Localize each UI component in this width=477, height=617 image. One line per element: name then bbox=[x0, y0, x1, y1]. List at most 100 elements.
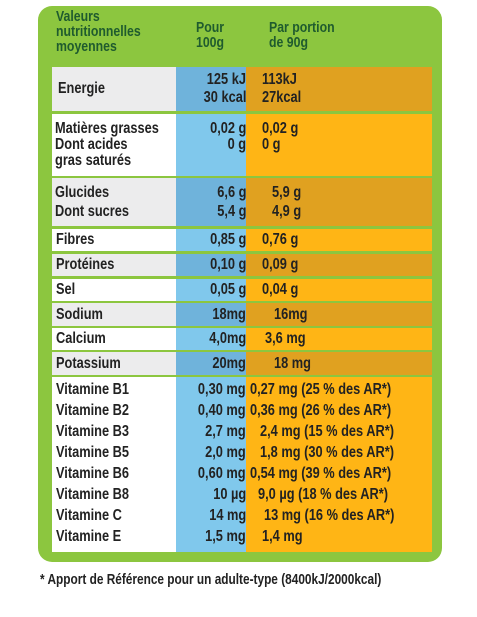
cell-name bbox=[52, 328, 176, 350]
vitamin-name: Vitamine B8 bbox=[56, 486, 130, 503]
value-portion: 0,02 g bbox=[262, 120, 299, 137]
cell-name bbox=[52, 229, 176, 251]
vitamin-portion: 9,0 µg (18 % des AR*) bbox=[258, 486, 388, 503]
cell-per100 bbox=[176, 114, 246, 176]
value-portion: 0,76 g bbox=[262, 231, 299, 248]
vitamin-portion: 1,4 mg bbox=[262, 528, 303, 545]
row-potassium: Potassium 20mg 18 mg bbox=[52, 352, 432, 375]
value-per100: 5,4 g bbox=[216, 203, 246, 220]
value-per100: 0,02 g bbox=[209, 120, 246, 137]
row-matieres-grasses: Matières grasses Dont acides gras saturé… bbox=[52, 114, 432, 176]
value-per100: 0,85 g bbox=[209, 231, 246, 248]
header-col-portion-line: Par portion bbox=[269, 19, 335, 36]
cell-per100 bbox=[176, 279, 246, 301]
vitamin-per100: 2,7 mg bbox=[205, 423, 246, 440]
vitamin-name: Vitamine B6 bbox=[56, 465, 130, 482]
cell-name bbox=[52, 352, 176, 375]
value-portion: 4,9 g bbox=[272, 203, 302, 220]
cell-name bbox=[52, 303, 176, 326]
row-fibres: Fibres 0,85 g 0,76 g bbox=[52, 229, 432, 251]
cell-per100 bbox=[176, 328, 246, 350]
vitamin-per100: 1,5 mg bbox=[205, 528, 246, 545]
header-col-100g: Pour 100g bbox=[196, 20, 224, 50]
vitamin-per100: 0,60 mg bbox=[198, 465, 246, 482]
vitamin-portion: 0,27 mg (25 % des AR*) bbox=[250, 381, 392, 398]
row-energie: Energie 125 kJ 30 kcal 113kJ 27kcal bbox=[52, 67, 432, 111]
value-per100: 30 kcal bbox=[203, 89, 246, 106]
cell-name bbox=[52, 114, 176, 176]
value-per100: 20mg bbox=[212, 355, 246, 372]
vitamin-per100: 0,40 mg bbox=[198, 402, 246, 419]
cell-per100 bbox=[176, 352, 246, 375]
header-col-name-line: nutritionnelles bbox=[56, 23, 141, 40]
cell-portion bbox=[246, 279, 432, 301]
cell-per100 bbox=[176, 303, 246, 326]
vitamin-name: Vitamine B1 bbox=[56, 381, 130, 398]
cell-name bbox=[52, 279, 176, 301]
vitamin-name: Vitamine C bbox=[56, 507, 122, 524]
cell-portion bbox=[246, 328, 432, 350]
cell-portion bbox=[246, 352, 432, 375]
vitamin-name: Vitamine B2 bbox=[56, 402, 130, 419]
nutrient-name: Matières grasses bbox=[55, 120, 159, 137]
cell-portion bbox=[246, 254, 432, 276]
nutrient-name: Potassium bbox=[56, 355, 121, 372]
value-portion: 0 g bbox=[262, 136, 281, 153]
header-col-name-line: moyennes bbox=[56, 38, 117, 55]
nutrient-name: Sodium bbox=[56, 306, 103, 323]
cell-portion bbox=[246, 303, 432, 326]
value-per100: 18mg bbox=[212, 306, 246, 323]
cell-per100 bbox=[176, 377, 246, 552]
nutrient-name: gras saturés bbox=[55, 152, 132, 169]
value-portion: 27kcal bbox=[262, 89, 302, 106]
value-portion: 0,04 g bbox=[262, 281, 299, 298]
header-col-portion-line: de 90g bbox=[269, 34, 308, 51]
row-glucides: Glucides Dont sucres 6,6 g 5,4 g 5,9 g 4… bbox=[52, 178, 432, 226]
value-portion: 5,9 g bbox=[272, 184, 302, 201]
cell-portion bbox=[246, 114, 432, 176]
vitamins-block: Vitamine B1 0,30 mg 0,27 mg (25 % des AR… bbox=[52, 377, 432, 552]
vitamin-per100: 10 µg bbox=[213, 486, 246, 503]
header-col-100g-line: Pour bbox=[196, 19, 225, 36]
footnote: * Apport de Référence pour un adulte-typ… bbox=[40, 571, 382, 588]
header-col-portion: Par portion de 90g bbox=[269, 20, 335, 50]
vitamin-portion: 2,4 mg (15 % des AR*) bbox=[260, 423, 394, 440]
vitamin-per100: 14 mg bbox=[209, 507, 246, 524]
nutrient-name: Dont sucres bbox=[55, 203, 129, 220]
nutrient-name: Sel bbox=[56, 281, 76, 298]
value-portion: 113kJ bbox=[262, 71, 297, 88]
value-per100: 0,10 g bbox=[209, 256, 246, 273]
nutrient-name: Fibres bbox=[56, 231, 95, 248]
vitamin-portion: 13 mg (16 % des AR*) bbox=[264, 507, 395, 524]
vitamin-name: Vitamine B3 bbox=[56, 423, 130, 440]
nutrient-name: Dont acides bbox=[55, 136, 128, 153]
value-per100: 125 kJ bbox=[206, 71, 246, 88]
nutrient-name: Energie bbox=[58, 80, 105, 97]
cell-per100 bbox=[176, 178, 246, 226]
value-per100: 4,0mg bbox=[209, 330, 246, 347]
value-portion: 16mg bbox=[274, 306, 308, 323]
vitamin-portion: 0,54 mg (39 % des AR*) bbox=[250, 465, 392, 482]
vitamin-name: Vitamine E bbox=[56, 528, 122, 545]
value-per100: 6,6 g bbox=[216, 184, 246, 201]
cell-portion bbox=[246, 67, 432, 111]
cell-portion bbox=[246, 178, 432, 226]
row-calcium: Calcium 4,0mg 3,6 mg bbox=[52, 328, 432, 350]
header-col-100g-line: 100g bbox=[196, 34, 225, 51]
vitamin-per100: 0,30 mg bbox=[198, 381, 246, 398]
header-col-name: Valeurs nutritionnelles moyennes bbox=[56, 9, 141, 54]
vitamin-portion: 1,8 mg (30 % des AR*) bbox=[260, 444, 394, 461]
value-per100: 0 g bbox=[227, 136, 247, 153]
nutrient-name: Calcium bbox=[56, 330, 106, 347]
row-sel: Sel 0,05 g 0,04 g bbox=[52, 279, 432, 301]
cell-name bbox=[52, 67, 176, 111]
vitamin-per100: 2,0 mg bbox=[205, 444, 246, 461]
cell-name bbox=[52, 254, 176, 276]
nutrient-name: Glucides bbox=[55, 184, 110, 201]
value-portion: 18 mg bbox=[274, 355, 311, 372]
cell-name bbox=[52, 178, 176, 226]
value-per100: 0,05 g bbox=[209, 281, 246, 298]
cell-portion bbox=[246, 377, 432, 552]
row-sodium: Sodium 18mg 16mg bbox=[52, 303, 432, 326]
value-portion: 0,09 g bbox=[262, 256, 299, 273]
